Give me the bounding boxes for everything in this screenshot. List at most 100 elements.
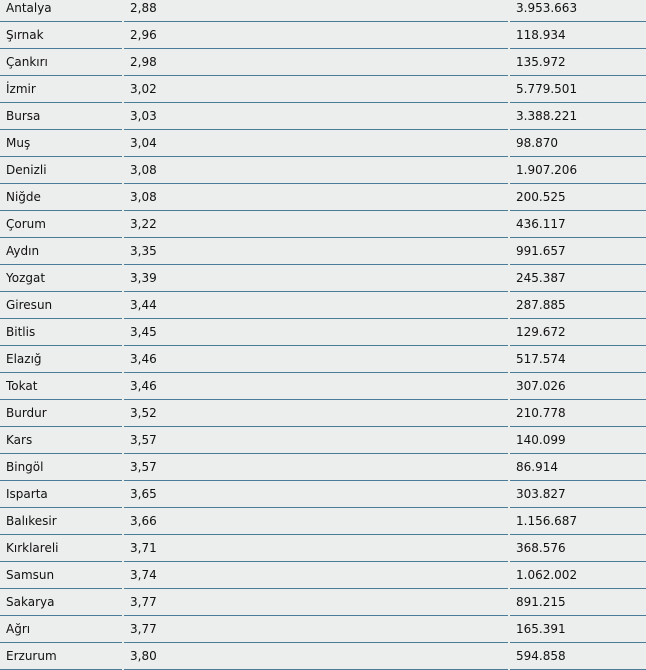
population-cell: 1.907.206 [510, 157, 646, 184]
table-row: Kars 3,57 140.099 [0, 427, 646, 454]
value-cell: 2,88 [124, 0, 508, 22]
population-cell: 86.914 [510, 454, 646, 481]
province-cell: Balıkesir [0, 508, 122, 535]
population-cell: 135.972 [510, 49, 646, 76]
value-cell: 3,46 [124, 373, 508, 400]
table-row: Erzurum 3,80 594.858 [0, 643, 646, 670]
population-cell: 5.779.501 [510, 76, 646, 103]
province-cell: Yozgat [0, 265, 122, 292]
population-cell: 200.525 [510, 184, 646, 211]
province-cell: Çorum [0, 211, 122, 238]
table-row: Isparta 3,65 303.827 [0, 481, 646, 508]
value-cell: 3,39 [124, 265, 508, 292]
province-cell: Elazığ [0, 346, 122, 373]
table-row: İzmir 3,02 5.779.501 [0, 76, 646, 103]
population-cell: 307.026 [510, 373, 646, 400]
value-cell: 3,22 [124, 211, 508, 238]
population-cell: 1.156.687 [510, 508, 646, 535]
table-row: Elazığ 3,46 517.574 [0, 346, 646, 373]
value-cell: 3,74 [124, 562, 508, 589]
table-row: Samsun 3,74 1.062.002 [0, 562, 646, 589]
province-cell: Bingöl [0, 454, 122, 481]
table-row: Çankırı 2,98 135.972 [0, 49, 646, 76]
value-cell: 3,02 [124, 76, 508, 103]
value-cell: 3,08 [124, 157, 508, 184]
population-cell: 1.062.002 [510, 562, 646, 589]
value-cell: 3,57 [124, 454, 508, 481]
value-cell: 3,04 [124, 130, 508, 157]
province-cell: Kars [0, 427, 122, 454]
table-row: Aydın 3,35 991.657 [0, 238, 646, 265]
population-cell: 891.215 [510, 589, 646, 616]
value-cell: 3,66 [124, 508, 508, 535]
table-row: Giresun 3,44 287.885 [0, 292, 646, 319]
value-cell: 3,77 [124, 589, 508, 616]
value-cell: 2,96 [124, 22, 508, 49]
population-cell: 287.885 [510, 292, 646, 319]
value-cell: 3,71 [124, 535, 508, 562]
province-cell: Bitlis [0, 319, 122, 346]
province-cell: Giresun [0, 292, 122, 319]
value-cell: 3,80 [124, 643, 508, 670]
table-row: Niğde 3,08 200.525 [0, 184, 646, 211]
population-cell: 3.953.663 [510, 0, 646, 22]
population-cell: 3.388.221 [510, 103, 646, 130]
table-row: Antalya 2,88 3.953.663 [0, 0, 646, 22]
table-row: Ağrı 3,77 165.391 [0, 616, 646, 643]
province-cell: Ağrı [0, 616, 122, 643]
value-cell: 3,46 [124, 346, 508, 373]
province-cell: Niğde [0, 184, 122, 211]
table-row: Bitlis 3,45 129.672 [0, 319, 646, 346]
table-row: Şırnak 2,96 118.934 [0, 22, 646, 49]
population-cell: 165.391 [510, 616, 646, 643]
table-row: Kırklareli 3,71 368.576 [0, 535, 646, 562]
population-cell: 594.858 [510, 643, 646, 670]
province-cell: Çankırı [0, 49, 122, 76]
province-cell: Denizli [0, 157, 122, 184]
province-cell: İzmir [0, 76, 122, 103]
population-cell: 245.387 [510, 265, 646, 292]
value-cell: 3,08 [124, 184, 508, 211]
province-cell: Tokat [0, 373, 122, 400]
province-cell: Antalya [0, 0, 122, 22]
population-cell: 991.657 [510, 238, 646, 265]
province-cell: Şırnak [0, 22, 122, 49]
province-cell: Bursa [0, 103, 122, 130]
province-cell: Samsun [0, 562, 122, 589]
value-cell: 3,44 [124, 292, 508, 319]
value-cell: 3,03 [124, 103, 508, 130]
population-cell: 140.099 [510, 427, 646, 454]
table-row: Muş 3,04 98.870 [0, 130, 646, 157]
table-row: Yozgat 3,39 245.387 [0, 265, 646, 292]
table-row: Bursa 3,03 3.388.221 [0, 103, 646, 130]
province-cell: Isparta [0, 481, 122, 508]
province-cell: Sakarya [0, 589, 122, 616]
table-row: Burdur 3,52 210.778 [0, 400, 646, 427]
population-cell: 368.576 [510, 535, 646, 562]
province-cell: Erzurum [0, 643, 122, 670]
value-cell: 3,65 [124, 481, 508, 508]
population-cell: 98.870 [510, 130, 646, 157]
table-row: Sakarya 3,77 891.215 [0, 589, 646, 616]
table-row: Balıkesir 3,66 1.156.687 [0, 508, 646, 535]
population-cell: 303.827 [510, 481, 646, 508]
value-cell: 3,77 [124, 616, 508, 643]
population-cell: 210.778 [510, 400, 646, 427]
table-row: Çorum 3,22 436.117 [0, 211, 646, 238]
population-cell: 436.117 [510, 211, 646, 238]
value-cell: 2,98 [124, 49, 508, 76]
table-row: Denizli 3,08 1.907.206 [0, 157, 646, 184]
value-cell: 3,35 [124, 238, 508, 265]
value-cell: 3,57 [124, 427, 508, 454]
population-cell: 517.574 [510, 346, 646, 373]
population-cell: 129.672 [510, 319, 646, 346]
province-cell: Muş [0, 130, 122, 157]
table-row: Bingöl 3,57 86.914 [0, 454, 646, 481]
province-cell: Burdur [0, 400, 122, 427]
province-cell: Kırklareli [0, 535, 122, 562]
value-cell: 3,52 [124, 400, 508, 427]
population-cell: 118.934 [510, 22, 646, 49]
table-row: Tokat 3,46 307.026 [0, 373, 646, 400]
value-cell: 3,45 [124, 319, 508, 346]
